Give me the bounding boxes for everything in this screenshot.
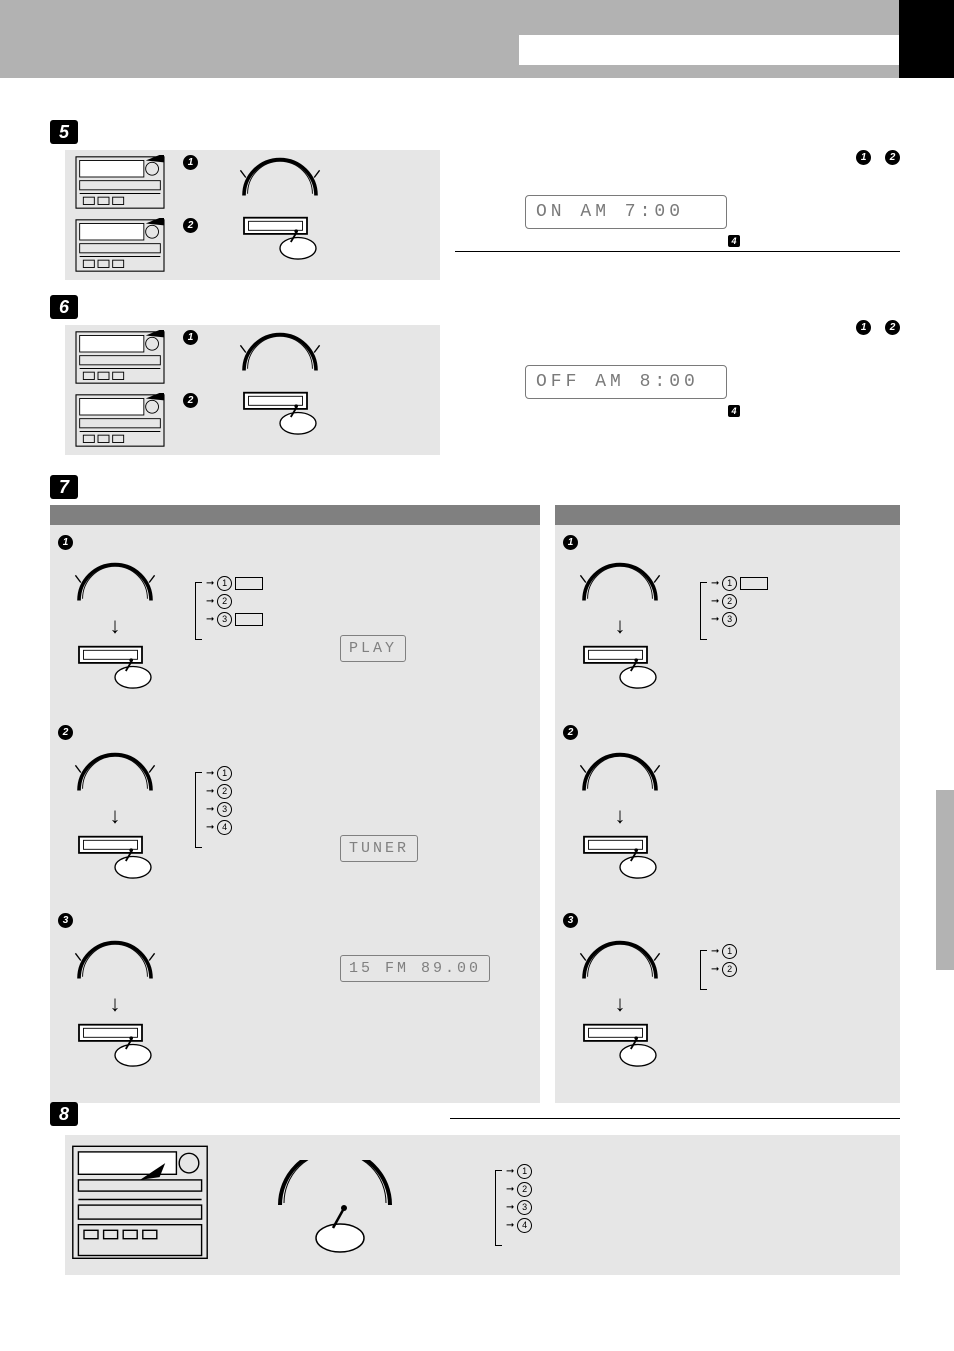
press-icon	[575, 1017, 665, 1072]
lcd-tuner: TUNER	[340, 835, 418, 862]
arrow-down-icon: ↓	[575, 613, 665, 639]
dial-icon	[575, 745, 665, 800]
press-icon	[235, 210, 325, 265]
arrow-down-icon: ↓	[70, 613, 160, 639]
panel-8: ➞ 1 ➞ 2 ➞ 3 ➞ 4	[65, 1135, 900, 1275]
dial-icon	[235, 325, 325, 380]
opt: 4	[217, 820, 232, 835]
dial-icon	[70, 933, 160, 988]
substep-badge: 2	[563, 725, 578, 740]
opt: 1	[217, 766, 232, 781]
substep-badge: 1	[58, 535, 73, 550]
dial-icon	[575, 555, 665, 610]
ref-badge: 2	[885, 150, 900, 165]
substep-badge: 3	[58, 913, 73, 928]
opt: 3	[217, 802, 232, 817]
dial-icon	[70, 555, 160, 610]
opt: 1	[722, 944, 737, 959]
opt-box	[740, 577, 768, 590]
opt: 2	[722, 594, 737, 609]
step-5-badge: 5	[50, 120, 78, 144]
ref-badge: 1	[856, 320, 871, 335]
lcd-play: PLAY	[340, 635, 406, 662]
arrow-down-icon: ↓	[70, 803, 160, 829]
arrow-down-icon: ↓	[575, 803, 665, 829]
lcd-display-off: OFF AM 8:00	[525, 365, 727, 399]
ref-badge: 4	[728, 235, 740, 247]
sub-badge-5-2: 2	[183, 218, 198, 233]
sub-badge-6-1: 1	[183, 330, 198, 345]
section-bar	[50, 505, 540, 525]
opt: 1	[722, 576, 737, 591]
lcd-fm: 15 FM 89.00	[340, 955, 490, 982]
opt-box	[235, 577, 263, 590]
substep-badge: 2	[58, 725, 73, 740]
panel-5: 1 2	[65, 150, 440, 280]
stereo-icon	[70, 393, 170, 448]
press-icon	[575, 829, 665, 884]
opt: 1	[517, 1164, 532, 1179]
step-7-badge: 7	[50, 475, 78, 499]
press-icon	[235, 385, 325, 440]
press-icon	[575, 639, 665, 694]
sub-badge-5-1: 1	[183, 155, 198, 170]
ref-badge: 1	[856, 150, 871, 165]
header-black-tab	[899, 0, 954, 78]
lcd-display-on: ON AM 7:00	[525, 195, 727, 229]
opt: 2	[217, 594, 232, 609]
sub-badge-6-2: 2	[183, 393, 198, 408]
ref-badge: 2	[885, 320, 900, 335]
panel-6: 1 2	[65, 325, 440, 455]
opt: 2	[722, 962, 737, 977]
substep-badge: 1	[563, 535, 578, 550]
opt: 3	[517, 1200, 532, 1215]
step-8-badge: 8	[50, 1102, 78, 1126]
section-bar	[555, 505, 900, 525]
press-icon	[70, 829, 160, 884]
opt: 3	[722, 612, 737, 627]
stereo-icon	[70, 218, 170, 273]
dial-point-icon	[265, 1160, 405, 1255]
opt: 1	[217, 576, 232, 591]
stereo-icon	[70, 330, 170, 385]
step-6-badge: 6	[50, 295, 78, 319]
arrow-down-icon: ↓	[575, 991, 665, 1017]
opt: 3	[217, 612, 232, 627]
substep-badge: 3	[563, 913, 578, 928]
ref-badge: 4	[728, 405, 740, 417]
press-icon	[70, 1017, 160, 1072]
divider	[455, 251, 900, 252]
stereo-icon	[70, 155, 170, 210]
divider	[450, 1118, 900, 1119]
side-tab	[936, 790, 954, 970]
press-icon	[70, 639, 160, 694]
opt: 2	[217, 784, 232, 799]
opt-box	[235, 613, 263, 626]
panel-7-right: 1 ↓ ➞ 1 ➞ 2 ➞ 3 2 ↓	[555, 525, 900, 1103]
dial-icon	[70, 745, 160, 800]
opt: 2	[517, 1182, 532, 1197]
stereo-large-icon	[70, 1143, 210, 1263]
header-white-slot	[519, 35, 899, 65]
arrow-down-icon: ↓	[70, 991, 160, 1017]
panel-7-left: 1 ↓ ➞ 1 ➞ 2 ➞ 3 PLAY	[50, 525, 540, 1103]
opt: 4	[517, 1218, 532, 1233]
dial-icon	[575, 933, 665, 988]
dial-icon	[235, 150, 325, 205]
